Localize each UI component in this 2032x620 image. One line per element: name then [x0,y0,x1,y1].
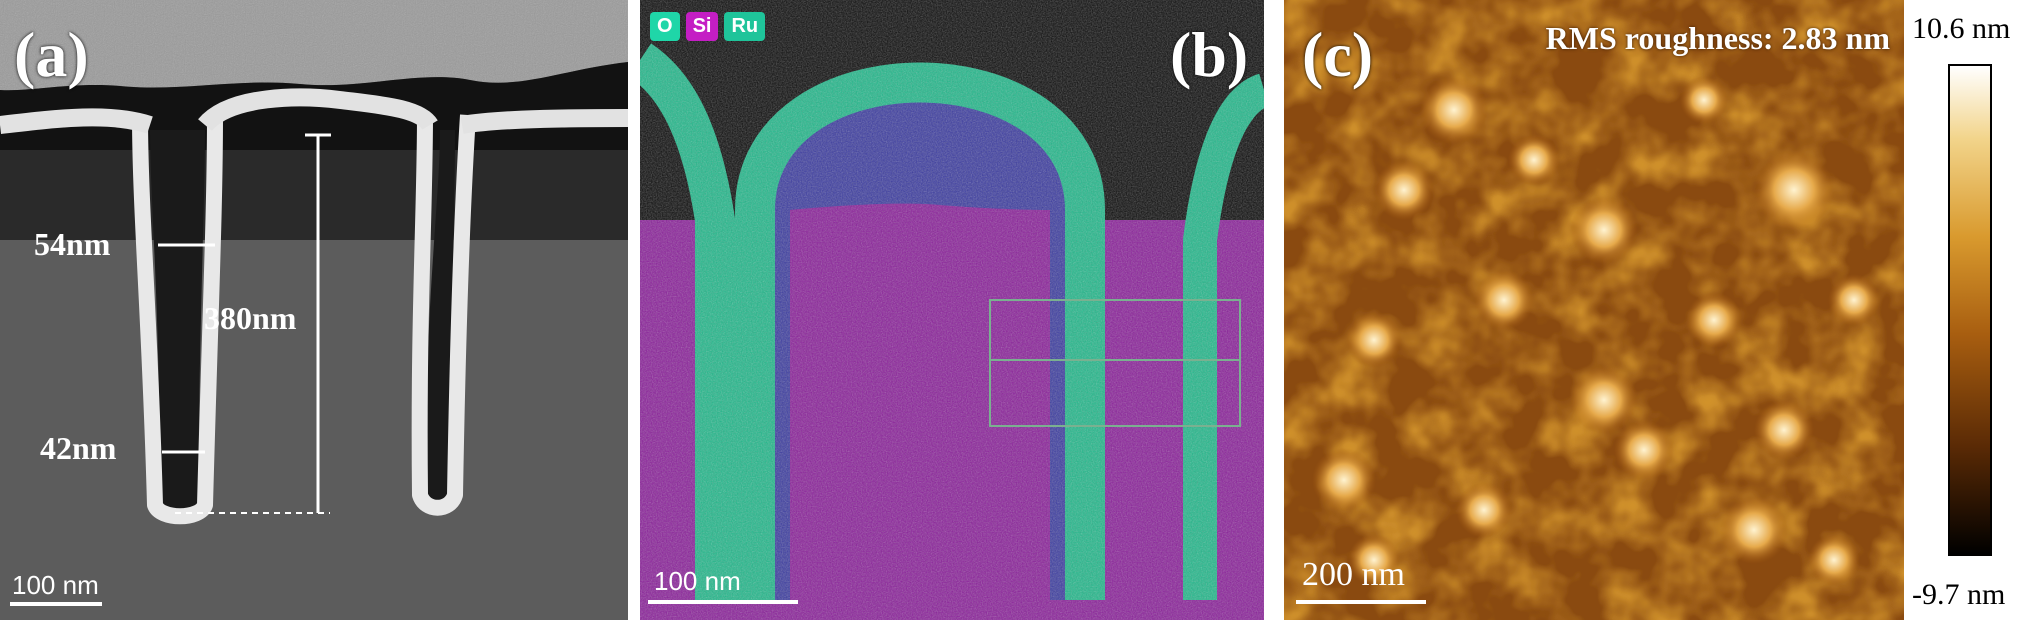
panel-a-scale-label: 100 nm [12,570,99,600]
measurement-54nm: 54nm [34,226,111,262]
legend-chip-ru: Ru [724,12,766,41]
colorbar-min-label: -9.7 nm [1912,578,2006,611]
panel-a-scale-bar [10,602,102,606]
panel-a-label: (a) [14,19,89,90]
panel-b-label: (b) [1170,19,1249,90]
panel-c-afm-image: (c) RMS roughness: 2.83 nm 200 nm [1284,0,1904,620]
panel-b-eds-map: O Si Ru (b) 100 nm [640,0,1264,620]
legend-chip-si: Si [685,12,719,41]
height-colorbar [1948,64,1992,556]
sem-trench-image [0,0,628,620]
panel-c-scale-label: 200 nm [1302,556,1405,593]
element-legend: O Si Ru [650,12,766,41]
panel-c-label: (c) [1302,19,1374,90]
rms-roughness-label: RMS roughness: 2.83 nm [1545,20,1890,56]
panel-b-scale-label: 100 nm [654,566,741,596]
panel-b-scale-bar [648,600,798,604]
eds-map-image [640,0,1264,620]
measurement-42nm: 42nm [40,430,117,466]
panel-c-scale-bar [1296,600,1426,604]
measurement-380nm: 380nm [204,300,297,336]
afm-topography-image [1284,0,1904,620]
panel-a-sem-image: (a) 54nm 380nm 42nm 100 nm [0,0,628,620]
legend-chip-o: O [650,12,680,41]
colorbar-max-label: 10.6 nm [1912,12,2011,45]
